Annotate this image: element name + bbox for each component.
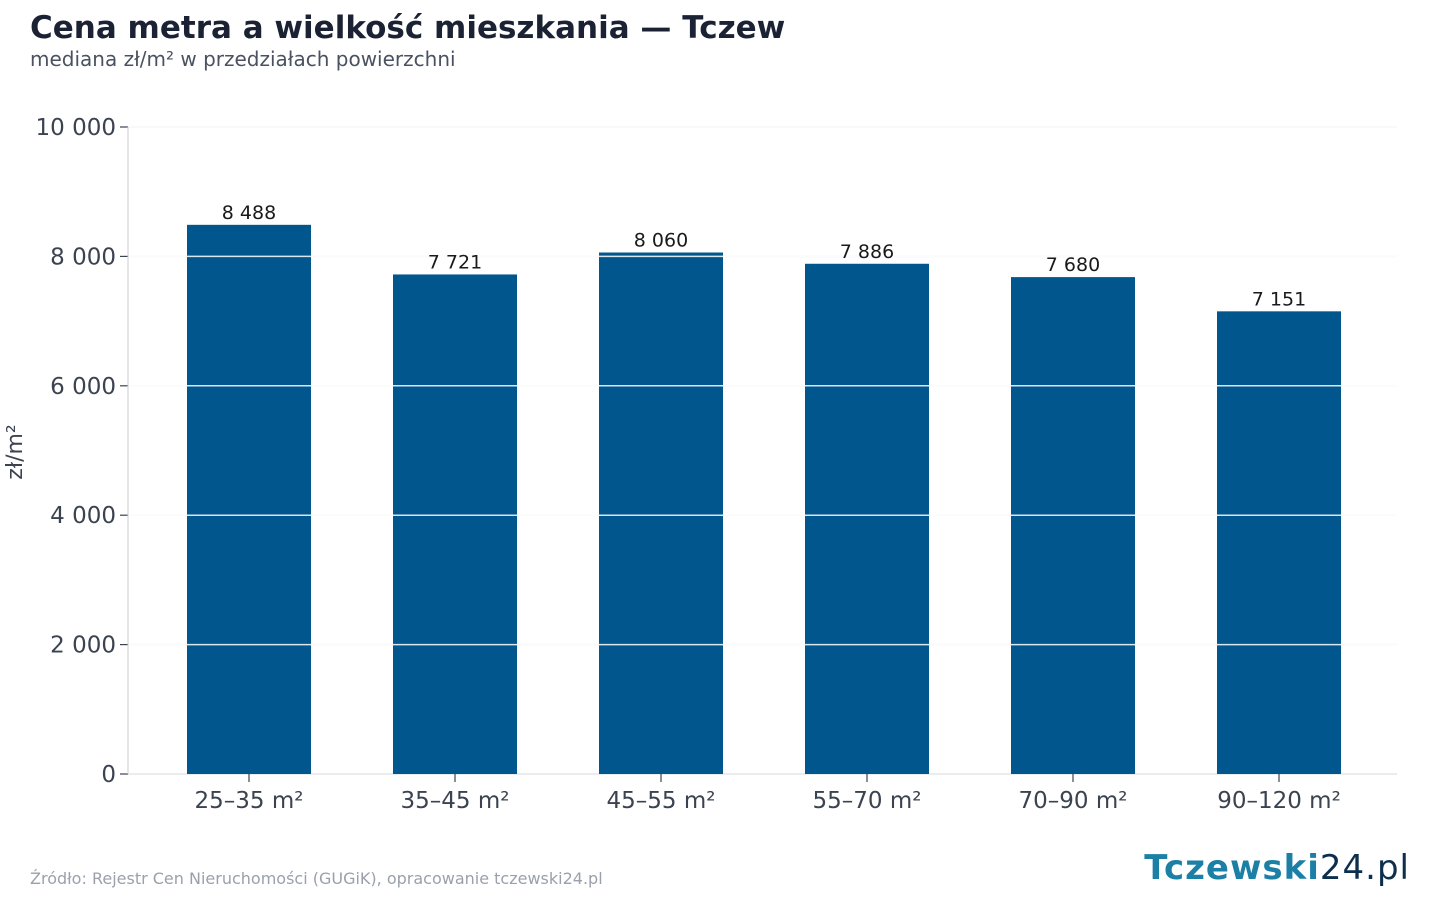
bar-value-label: 7 680: [1046, 254, 1100, 276]
y-tick-label: 2 000: [50, 633, 116, 659]
bar-value-label: 7 721: [428, 251, 482, 273]
logo-domain: .pl: [1365, 848, 1410, 888]
axes: 0 2 000 4 000 6 000 8 000 10 000 25–35 m² 35–45…: [36, 115, 1341, 814]
x-tick-label: 45–55 m²: [607, 788, 716, 814]
bar[interactable]: [187, 224, 311, 774]
x-tick-label: 25–35 m²: [195, 788, 304, 814]
chart-title: Cena metra a wielkość mieszkania — Tczew: [30, 10, 786, 46]
y-tick-label: 4 000: [50, 503, 116, 529]
bar[interactable]: [393, 274, 517, 774]
bar[interactable]: [1217, 311, 1341, 774]
bar-value-label: 8 488: [222, 202, 276, 224]
site-logo[interactable]: Tczewski24.pl: [1144, 848, 1410, 888]
y-tick-label: 10 000: [36, 115, 116, 141]
bar-value-label: 8 060: [634, 230, 688, 252]
x-tick-label: 55–70 m²: [813, 788, 922, 814]
bar-value-label: 7 886: [840, 241, 894, 263]
value-labels: 8 488 7 721 8 060 7 886 7 680 7 151: [222, 202, 1306, 311]
grid-overlay: [128, 126, 1397, 646]
y-tick-label: 6 000: [50, 374, 116, 400]
x-tick-label: 90–120 m²: [1217, 788, 1341, 814]
grid-lines: [128, 126, 1397, 775]
x-tick-label: 70–90 m²: [1019, 788, 1128, 814]
x-tick-label: 35–45 m²: [401, 788, 510, 814]
bar[interactable]: [1011, 277, 1135, 774]
bar[interactable]: [599, 252, 723, 774]
logo-number: 24: [1319, 848, 1366, 888]
chart-subtitle: mediana zł/m² w przedziałach powierzchni: [30, 47, 456, 71]
source-note: Źródło: Rejestr Cen Nieruchomości (GUGiK…: [30, 869, 603, 888]
bar-value-label: 7 151: [1252, 288, 1306, 310]
y-tick-label: 8 000: [50, 244, 116, 270]
bars: [187, 224, 1341, 774]
bar[interactable]: [805, 263, 929, 774]
y-tick-label: 0: [101, 762, 116, 788]
logo-text: Tczewski: [1144, 848, 1320, 888]
y-axis-label: zł/m²: [3, 424, 28, 479]
